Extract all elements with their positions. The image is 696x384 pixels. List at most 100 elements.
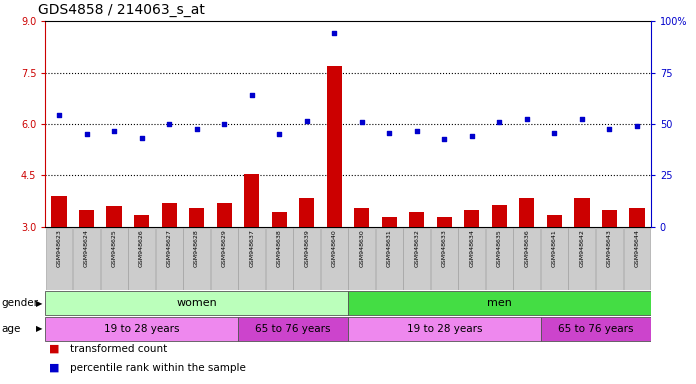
Bar bbox=[238, 228, 265, 290]
Bar bbox=[238, 317, 348, 341]
Text: percentile rank within the sample: percentile rank within the sample bbox=[70, 363, 246, 373]
Point bbox=[54, 113, 65, 119]
Bar bbox=[326, 66, 342, 227]
Bar bbox=[541, 228, 568, 290]
Text: GDS4858 / 214063_s_at: GDS4858 / 214063_s_at bbox=[38, 3, 205, 17]
Point bbox=[466, 133, 477, 139]
Bar bbox=[266, 228, 293, 290]
Bar bbox=[52, 196, 67, 227]
Point bbox=[494, 119, 505, 126]
Bar bbox=[45, 228, 72, 290]
Bar bbox=[354, 208, 370, 227]
Bar bbox=[376, 228, 403, 290]
Bar bbox=[514, 228, 540, 290]
Bar bbox=[486, 228, 513, 290]
Bar bbox=[348, 291, 651, 315]
Bar bbox=[381, 217, 397, 227]
Bar bbox=[541, 317, 651, 341]
Text: GSM948638: GSM948638 bbox=[277, 230, 282, 267]
Text: GSM948624: GSM948624 bbox=[84, 230, 89, 267]
Bar bbox=[321, 228, 348, 290]
Bar bbox=[348, 228, 375, 290]
Text: transformed count: transformed count bbox=[70, 344, 167, 354]
Point bbox=[301, 118, 313, 124]
Point bbox=[246, 92, 258, 98]
Bar bbox=[624, 228, 651, 290]
Bar bbox=[134, 215, 149, 227]
Point bbox=[136, 135, 147, 141]
Bar bbox=[45, 291, 348, 315]
Bar bbox=[128, 228, 155, 290]
Text: GSM948635: GSM948635 bbox=[497, 230, 502, 267]
Text: ▶: ▶ bbox=[36, 299, 42, 308]
Text: GSM948627: GSM948627 bbox=[166, 230, 172, 267]
Bar bbox=[492, 205, 507, 227]
Text: GSM948643: GSM948643 bbox=[607, 230, 612, 267]
Bar bbox=[161, 203, 177, 227]
Point bbox=[109, 128, 120, 134]
Point bbox=[521, 116, 532, 122]
Point bbox=[329, 30, 340, 36]
Text: GSM948642: GSM948642 bbox=[580, 230, 585, 267]
Point bbox=[383, 129, 395, 136]
Point bbox=[81, 131, 92, 137]
Text: 19 to 28 years: 19 to 28 years bbox=[406, 324, 482, 334]
Bar bbox=[156, 228, 182, 290]
Bar bbox=[431, 228, 458, 290]
Text: GSM948623: GSM948623 bbox=[56, 230, 61, 267]
Text: ■: ■ bbox=[49, 363, 59, 373]
Text: GSM948644: GSM948644 bbox=[635, 230, 640, 267]
Bar bbox=[73, 228, 100, 290]
Bar bbox=[271, 212, 287, 227]
Text: ▶: ▶ bbox=[36, 324, 42, 333]
Bar bbox=[45, 317, 238, 341]
Point bbox=[631, 122, 642, 129]
Point bbox=[356, 119, 367, 126]
Point bbox=[191, 126, 203, 132]
Point bbox=[576, 116, 587, 122]
Bar bbox=[299, 198, 315, 227]
Bar bbox=[547, 215, 562, 227]
Text: 19 to 28 years: 19 to 28 years bbox=[104, 324, 180, 334]
Text: GSM948641: GSM948641 bbox=[552, 230, 557, 267]
Bar bbox=[629, 208, 644, 227]
Bar bbox=[464, 210, 480, 227]
Point bbox=[411, 128, 422, 134]
Text: GSM948625: GSM948625 bbox=[111, 230, 116, 267]
Text: men: men bbox=[487, 298, 512, 308]
Text: GSM948629: GSM948629 bbox=[221, 230, 227, 267]
Point bbox=[274, 131, 285, 137]
Text: GSM948639: GSM948639 bbox=[304, 230, 309, 267]
Text: GSM948633: GSM948633 bbox=[442, 230, 447, 267]
Bar bbox=[519, 198, 535, 227]
Bar bbox=[409, 212, 425, 227]
Text: gender: gender bbox=[1, 298, 38, 308]
Point bbox=[549, 129, 560, 136]
Text: GSM948632: GSM948632 bbox=[414, 230, 419, 267]
Text: GSM948637: GSM948637 bbox=[249, 230, 254, 267]
Point bbox=[164, 121, 175, 127]
Bar bbox=[437, 217, 452, 227]
Text: GSM948636: GSM948636 bbox=[524, 230, 530, 267]
Bar bbox=[183, 228, 210, 290]
Bar bbox=[403, 228, 430, 290]
Text: 65 to 76 years: 65 to 76 years bbox=[558, 324, 633, 334]
Bar bbox=[459, 228, 485, 290]
Text: GSM948634: GSM948634 bbox=[469, 230, 475, 267]
Bar bbox=[602, 210, 617, 227]
Bar bbox=[348, 317, 541, 341]
Point bbox=[604, 126, 615, 132]
Bar bbox=[211, 228, 237, 290]
Bar bbox=[596, 228, 623, 290]
Text: women: women bbox=[176, 298, 217, 308]
Text: 65 to 76 years: 65 to 76 years bbox=[255, 324, 331, 334]
Point bbox=[438, 136, 450, 142]
Bar bbox=[79, 210, 94, 227]
Point bbox=[219, 121, 230, 127]
Bar bbox=[100, 228, 127, 290]
Text: GSM948631: GSM948631 bbox=[387, 230, 392, 267]
Bar bbox=[216, 203, 232, 227]
Bar bbox=[244, 174, 259, 227]
Bar bbox=[569, 228, 596, 290]
Text: GSM948626: GSM948626 bbox=[139, 230, 144, 267]
